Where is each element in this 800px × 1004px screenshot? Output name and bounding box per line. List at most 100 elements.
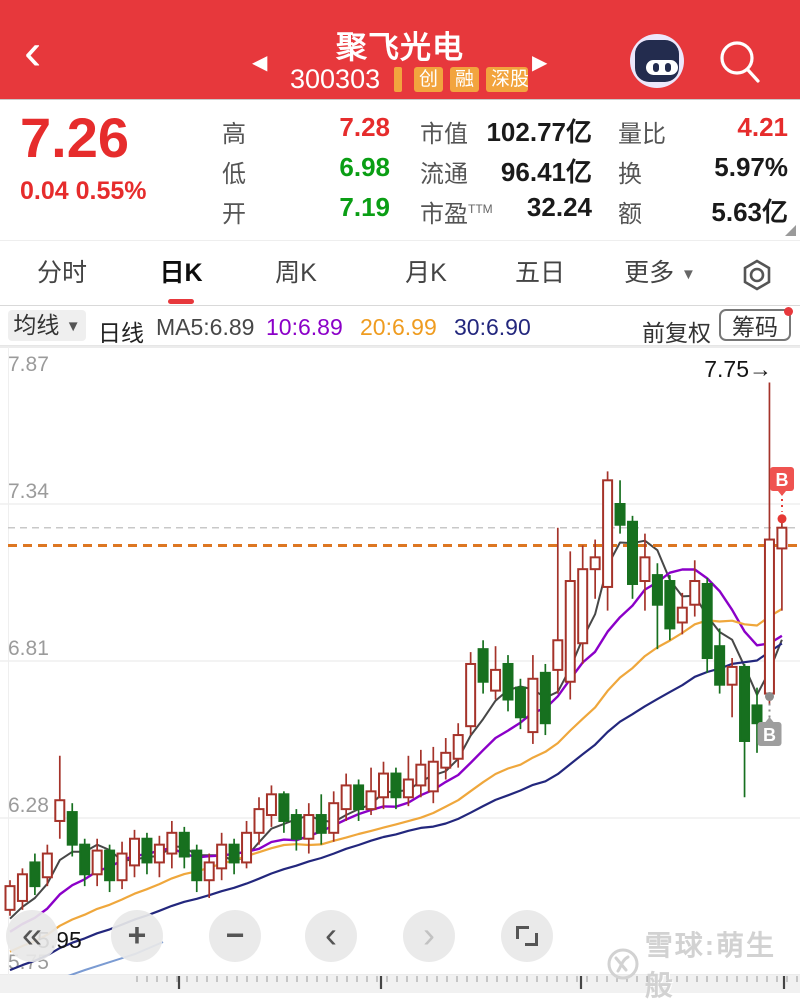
candle-body xyxy=(689,580,701,606)
quote-value: 7.19 xyxy=(339,192,390,222)
quote-panel[interactable]: 7.26 0.04 0.55% 高 7.28 低 6.98 开 7.19 市值 102.77… xyxy=(0,101,800,240)
pan-left-button[interactable]: ‹ xyxy=(305,910,357,962)
quote-value: 7.28 xyxy=(339,112,390,142)
quote-label: 高 xyxy=(222,121,246,148)
adjust-mode-label[interactable]: 前复权 xyxy=(642,320,711,346)
x-axis-strip[interactable] xyxy=(0,975,800,993)
quote-value: 6.98 xyxy=(339,152,390,182)
candle-body xyxy=(614,503,626,526)
pan-right-icon: › xyxy=(423,914,435,955)
zoom-out-button[interactable]: − xyxy=(209,910,261,962)
buy-badge-label: B xyxy=(776,470,789,490)
chip-distribution-button[interactable]: 筹码 xyxy=(719,307,793,341)
candle-body xyxy=(203,861,215,882)
candle-body xyxy=(16,873,28,902)
quote-value: 5.63亿 xyxy=(711,197,788,227)
indicator-bar: 均线 ▼ 日线 MA5:6.89 10:6.89 20:6.99 30:6.90 前复… xyxy=(0,306,800,346)
prev-stock-icon[interactable]: ◀ xyxy=(252,52,268,74)
ma20-line xyxy=(9,608,783,953)
candle-body xyxy=(253,808,265,834)
assistant-robot-icon[interactable] xyxy=(630,34,684,88)
fullscreen-icon xyxy=(525,933,538,946)
tab-分时[interactable]: 分时 xyxy=(36,259,88,287)
zoom-in-button[interactable]: + xyxy=(111,910,163,962)
candle-body xyxy=(477,648,489,683)
search-icon[interactable] xyxy=(714,36,766,88)
quote-label: 低 xyxy=(222,161,246,188)
period-label: 日线 xyxy=(98,320,144,346)
candle-body xyxy=(390,772,402,799)
candle-body xyxy=(564,580,576,683)
candle-body xyxy=(29,861,41,888)
ma-legend-item: 10:6.89 xyxy=(266,314,343,340)
buy-badge xyxy=(757,722,782,746)
y-axis-label: 6.28 xyxy=(8,794,49,817)
candle-body xyxy=(278,793,290,822)
zoom-out-icon: − xyxy=(225,917,245,953)
quote-label: 开 xyxy=(222,201,246,228)
candle-body xyxy=(166,831,178,855)
candle-body xyxy=(552,639,564,671)
chart-settings-icon[interactable] xyxy=(740,258,774,292)
candle-body xyxy=(539,671,551,725)
next-stock-icon[interactable]: ▶ xyxy=(532,52,548,74)
xueqiu-logo-icon xyxy=(607,948,639,980)
candle-body xyxy=(577,568,589,645)
candle-body xyxy=(739,665,751,742)
collapse-button[interactable]: « xyxy=(6,910,58,962)
candle-body xyxy=(440,751,452,769)
ma-selector-dropdown[interactable]: 均线 ▼ xyxy=(8,310,86,341)
candle-body xyxy=(241,831,253,864)
price-change: 0.04 0.55% xyxy=(20,177,147,205)
candle-body xyxy=(776,526,788,550)
tab-周K[interactable]: 周K xyxy=(275,259,317,287)
candle-body xyxy=(664,580,676,630)
fullscreen-button[interactable] xyxy=(501,910,553,962)
stock-subrow: 300303 创 融 深股通 xyxy=(0,64,800,96)
tab-日K[interactable]: 日K xyxy=(159,259,203,287)
candle-body xyxy=(340,784,352,811)
candle-body xyxy=(54,799,66,822)
buy-badge-label: B xyxy=(763,725,776,745)
tab-月K[interactable]: 月K xyxy=(405,259,447,287)
back-icon[interactable]: ‹ xyxy=(24,23,42,81)
zoom-in-icon: + xyxy=(127,917,147,953)
candle-body xyxy=(265,793,277,817)
candle-body xyxy=(91,849,103,876)
expand-corner-icon[interactable] xyxy=(785,225,796,236)
watermark: 雪球:萌生般 xyxy=(606,930,800,1001)
notification-dot xyxy=(784,307,793,316)
candle-body xyxy=(452,734,464,760)
ma-legend-item: MA5:6.89 xyxy=(156,314,255,340)
candle-body xyxy=(328,802,340,834)
candle-body xyxy=(639,556,651,583)
candle-body xyxy=(353,784,365,811)
candle-body xyxy=(178,831,190,858)
tag-rong: 融 xyxy=(450,67,480,92)
candle-body xyxy=(290,814,302,840)
tab-五日[interactable]: 五日 xyxy=(514,259,566,287)
candle-body xyxy=(676,606,688,624)
active-tab-underline xyxy=(168,299,194,304)
trade-dot xyxy=(765,692,774,702)
candle-body xyxy=(104,849,116,882)
candle-body xyxy=(751,704,763,725)
tab-更多[interactable]: 更多 ▼ xyxy=(624,259,696,287)
high-label: 7.75→ xyxy=(704,356,772,382)
watermark-text: 雪球:萌生般 xyxy=(644,930,777,1001)
candle-body xyxy=(589,556,601,571)
collapse-icon: « xyxy=(21,914,43,955)
app-header: ‹ ◀ 聚飞光电 ▶ 300303 创 融 深股通 xyxy=(0,0,800,100)
quote-label: 量比 xyxy=(618,121,666,148)
fullscreen-icon xyxy=(516,926,529,939)
quote-value: 32.24 xyxy=(526,192,592,222)
candle-body xyxy=(514,686,526,719)
quote-value: 5.97% xyxy=(714,152,788,182)
candle-body xyxy=(651,574,663,606)
buy-badge xyxy=(770,467,794,491)
pan-left-icon: ‹ xyxy=(325,914,337,955)
quote-value: 102.77亿 xyxy=(486,117,592,147)
candle-body xyxy=(41,852,53,879)
period-tabbar: 分时 日K 周K 月K 五日 更多 ▼ xyxy=(0,240,800,306)
